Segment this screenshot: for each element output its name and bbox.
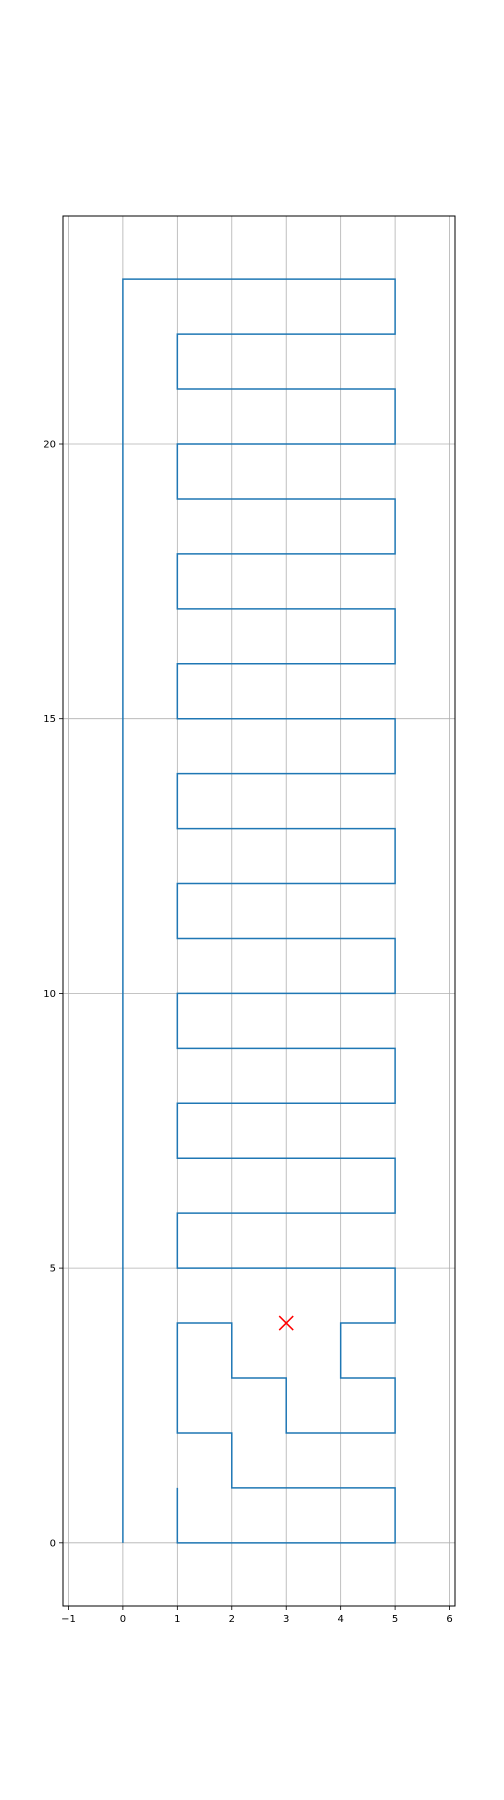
plot-frame — [62, 215, 456, 1607]
x-tick-label: 0 — [120, 1614, 126, 1625]
x-tick-label: 4 — [337, 1614, 343, 1625]
y-tick-label: 0 — [50, 1538, 56, 1549]
x-tick-label: 3 — [283, 1614, 289, 1625]
x-tick-label: 6 — [446, 1614, 452, 1625]
series-layer — [122, 278, 396, 1544]
x-marker — [278, 1315, 294, 1331]
x-marker-stroke — [278, 1315, 294, 1331]
x-tick-label: 1 — [174, 1614, 180, 1625]
x-tick-label: 2 — [229, 1614, 235, 1625]
x-axis-ticks: −1 0 1 2 3 4 5 6 — [61, 1606, 453, 1625]
y-axis-ticks: 0 5 10 15 20 — [43, 440, 63, 1549]
grid-lines — [63, 216, 455, 1606]
y-tick-label: 15 — [43, 714, 56, 725]
series-line-0 — [122, 278, 396, 1544]
y-tick-label: 10 — [43, 989, 56, 1000]
x-tick-label: 5 — [392, 1614, 398, 1625]
x-tick-label: −1 — [61, 1614, 76, 1625]
y-tick-label: 5 — [50, 1264, 56, 1275]
marker-layer — [278, 1315, 294, 1331]
y-tick-label: 20 — [43, 440, 56, 451]
